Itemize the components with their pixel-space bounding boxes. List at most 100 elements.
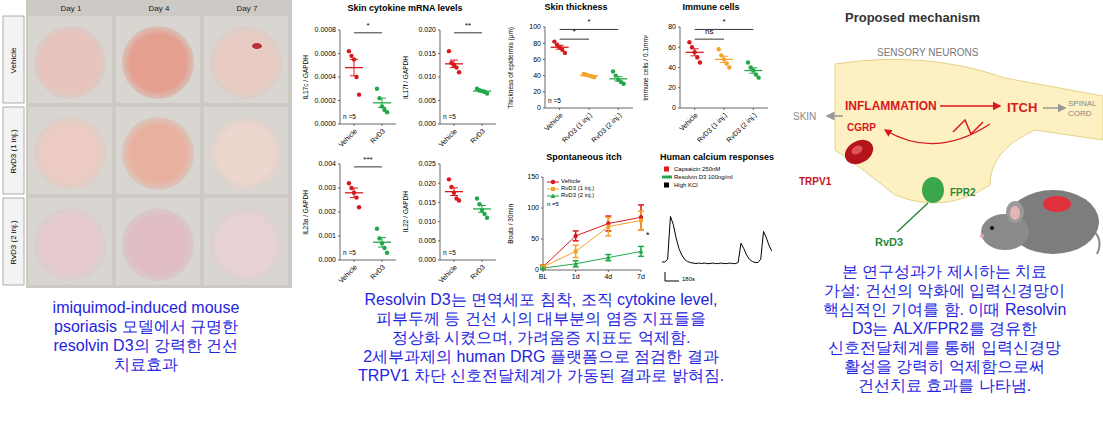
html-text:psoriasis 모델에서 규명한: psoriasis 모델에서 규명한 bbox=[54, 318, 238, 335]
svg-text:0: 0 bbox=[672, 104, 676, 111]
html-text:Spontaneous itch: Spontaneous itch bbox=[546, 152, 622, 162]
html-text:2세부과제의 human DRG 플랫폼으로 점검한 결과: 2세부과제의 human DRG 플랫폼으로 점검한 결과 bbox=[363, 348, 719, 365]
svg-text:INFLAMMATION: INFLAMMATION bbox=[845, 99, 937, 113]
svg-text:Vehicle: Vehicle bbox=[337, 263, 358, 284]
svg-text:0.0002: 0.0002 bbox=[315, 97, 337, 104]
svg-text:RvD3: RvD3 bbox=[369, 127, 386, 144]
svg-text:0.004: 0.004 bbox=[318, 160, 336, 167]
svg-text:SKIN: SKIN bbox=[793, 111, 816, 122]
svg-text:40: 40 bbox=[533, 72, 541, 79]
svg-text:TRPV1: TRPV1 bbox=[799, 176, 832, 187]
svg-text:20: 20 bbox=[668, 84, 676, 91]
html-text:활성을 강력히 억제함으로써: 활성을 강력히 억제함으로써 bbox=[844, 358, 1045, 375]
html-text:resolvin D3의 강력한 건선: resolvin D3의 강력한 건선 bbox=[53, 337, 239, 354]
svg-text:80: 80 bbox=[668, 23, 676, 30]
svg-text:1d: 1d bbox=[572, 273, 580, 280]
svg-text:RvD3 (1 inj.): RvD3 (1 inj.) bbox=[696, 111, 729, 144]
svg-text:0: 0 bbox=[537, 104, 541, 111]
html-text:Skin cytokine mRNA levels: Skin cytokine mRNA levels bbox=[347, 3, 463, 13]
html-text:핵심적인 기여를 함. 이때 Resolvin: 핵심적인 기여를 함. 이때 Resolvin bbox=[822, 301, 1067, 318]
svg-text:RvD3: RvD3 bbox=[875, 236, 903, 248]
svg-text:CGRP: CGRP bbox=[847, 122, 876, 133]
html-text:D3는 ALX/FPR2를 경유한: D3는 ALX/FPR2를 경유한 bbox=[852, 320, 1037, 337]
svg-text:RvD3: RvD3 bbox=[469, 263, 486, 280]
html-text:TRPV1 차단 신호전달체계가 가동된 결과로 밝혀짐.: TRPV1 차단 신호전달체계가 가동된 결과로 밝혀짐. bbox=[357, 367, 725, 384]
svg-text:ns: ns bbox=[705, 27, 713, 36]
svg-text:0.000: 0.000 bbox=[418, 256, 436, 263]
svg-text:0.015: 0.015 bbox=[418, 199, 436, 206]
html-text:치료효과: 치료효과 bbox=[114, 356, 178, 373]
svg-text:0.010: 0.010 bbox=[418, 73, 436, 80]
html-text:Skin thickness: Skin thickness bbox=[544, 2, 608, 12]
svg-text:0.020: 0.020 bbox=[418, 180, 436, 187]
html-text:imiquimod-induced mouse: imiquimod-induced mouse bbox=[52, 299, 240, 316]
html-text:정상화 시켰으며, 가려움증 지표도 억제함.: 정상화 시켰으며, 가려움증 지표도 억제함. bbox=[391, 329, 691, 346]
svg-text:Vehicle: Vehicle bbox=[9, 47, 18, 73]
svg-text:4d: 4d bbox=[604, 273, 612, 280]
svg-text:*: * bbox=[722, 17, 725, 26]
html-text:피부두께 등 건선 시의 대부분의 염증 지표들을: 피부두께 등 건선 시의 대부분의 염증 지표들을 bbox=[375, 310, 707, 327]
svg-text:Day 4: Day 4 bbox=[149, 4, 170, 13]
html-text:Resolvin D3는 면역세포 침착, 조직 cytok: Resolvin D3는 면역세포 침착, 조직 cytokine level, bbox=[364, 291, 718, 308]
svg-text:100: 100 bbox=[527, 204, 539, 211]
svg-text:*: * bbox=[573, 27, 576, 36]
svg-text:Vehicle: Vehicle bbox=[437, 127, 458, 148]
svg-text:0.010: 0.010 bbox=[418, 218, 436, 225]
svg-text:***: *** bbox=[363, 155, 372, 164]
svg-text:0.0008: 0.0008 bbox=[315, 26, 337, 33]
svg-text:Vehicle: Vehicle bbox=[437, 263, 458, 284]
svg-text:0.0006: 0.0006 bbox=[315, 50, 337, 57]
svg-text:0.0000: 0.0000 bbox=[315, 120, 337, 127]
svg-text:RvD3 (1 inj.): RvD3 (1 inj.) bbox=[9, 129, 18, 174]
svg-text:ITCH: ITCH bbox=[1007, 100, 1037, 115]
svg-text:*: * bbox=[646, 230, 650, 240]
svg-text:7d: 7d bbox=[637, 273, 645, 280]
svg-text:FPR2: FPR2 bbox=[950, 187, 976, 198]
html-text:Human calcium responses: Human calcium responses bbox=[660, 152, 774, 162]
svg-text:CORD: CORD bbox=[1068, 109, 1092, 118]
svg-text:RvD3 (2 inj.): RvD3 (2 inj.) bbox=[590, 111, 623, 144]
svg-text:Day 7: Day 7 bbox=[237, 4, 258, 13]
svg-text:0.000: 0.000 bbox=[418, 120, 436, 127]
svg-text:150: 150 bbox=[527, 173, 539, 180]
svg-text:RvD3: RvD3 bbox=[469, 127, 486, 144]
svg-text:0.025: 0.025 bbox=[418, 160, 436, 167]
svg-text:60: 60 bbox=[668, 44, 676, 51]
svg-text:Vehicle: Vehicle bbox=[678, 111, 699, 132]
svg-text:Day 1: Day 1 bbox=[61, 4, 82, 13]
svg-text:0.005: 0.005 bbox=[418, 97, 436, 104]
svg-text:0.002: 0.002 bbox=[318, 208, 336, 215]
svg-text:Proposed mechanism: Proposed mechanism bbox=[845, 10, 980, 25]
svg-text:80: 80 bbox=[533, 40, 541, 47]
svg-text:RvD3 (2 inj.): RvD3 (2 inj.) bbox=[725, 111, 758, 144]
html-text:신호전달체계를 통해 입력신경망: 신호전달체계를 통해 입력신경망 bbox=[828, 339, 1061, 356]
svg-text:50: 50 bbox=[531, 235, 539, 242]
svg-text:Vehicle: Vehicle bbox=[543, 111, 564, 132]
svg-text:20: 20 bbox=[533, 88, 541, 95]
svg-text:RvD3 (1 inj.): RvD3 (1 inj.) bbox=[561, 111, 594, 144]
svg-text:RvD3 (2 inj.): RvD3 (2 inj.) bbox=[9, 220, 18, 265]
svg-text:*: * bbox=[366, 21, 369, 30]
svg-text:BL: BL bbox=[539, 273, 548, 280]
svg-text:0.0004: 0.0004 bbox=[315, 73, 337, 80]
svg-text:60: 60 bbox=[533, 56, 541, 63]
svg-text:RvD3: RvD3 bbox=[369, 263, 386, 280]
svg-text:**: ** bbox=[465, 21, 471, 30]
svg-text:0.020: 0.020 bbox=[418, 26, 436, 33]
svg-text:0.000: 0.000 bbox=[318, 256, 336, 263]
html-text:본 연구성과가 제시하는 치료: 본 연구성과가 제시하는 치료 bbox=[841, 263, 1048, 280]
html-text:Immune cells: Immune cells bbox=[682, 2, 740, 12]
html-text:건선치료 효과를 나타냄.: 건선치료 효과를 나타냄. bbox=[857, 377, 1032, 394]
html-text:가설: 건선의 악화에 입력신경망이: 가설: 건선의 악화에 입력신경망이 bbox=[823, 282, 1066, 299]
svg-text:SENSORY NEURONS: SENSORY NEURONS bbox=[877, 47, 979, 58]
svg-text:40: 40 bbox=[668, 64, 676, 71]
svg-text:0: 0 bbox=[535, 266, 539, 273]
svg-text:*: * bbox=[587, 17, 590, 26]
svg-text:0.005: 0.005 bbox=[418, 237, 436, 244]
svg-text:100: 100 bbox=[529, 23, 541, 30]
svg-text:SPINAL: SPINAL bbox=[1068, 99, 1095, 108]
svg-text:0.001: 0.001 bbox=[318, 232, 336, 239]
svg-text:Vehicle: Vehicle bbox=[337, 127, 358, 148]
svg-text:0.003: 0.003 bbox=[318, 184, 336, 191]
svg-text:0.015: 0.015 bbox=[418, 50, 436, 57]
